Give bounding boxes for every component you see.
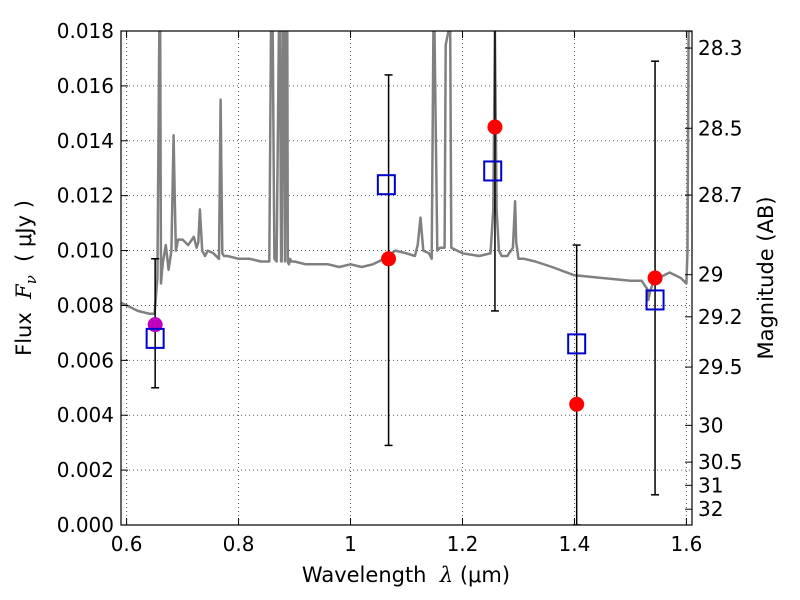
x-axis-title-symbol: λ xyxy=(439,563,453,587)
observed-flux-point xyxy=(147,317,163,333)
spectrum-line xyxy=(121,31,692,315)
mag-tick-label: 30.5 xyxy=(698,450,743,474)
mag-tick-label: 28.3 xyxy=(698,36,743,60)
x-tick-label: 1 xyxy=(344,532,357,556)
mag-tick-label: 28.7 xyxy=(698,183,743,207)
mag-tick-label: 32 xyxy=(698,497,723,521)
y-axis-title-symbol: F xyxy=(12,283,36,300)
y-tick-label: 0.014 xyxy=(57,129,114,153)
y-tick-label: 0.008 xyxy=(57,293,114,317)
observed-flux-point xyxy=(647,270,663,286)
plot-frame xyxy=(120,30,693,526)
mag-tick-label: 29 xyxy=(698,263,723,287)
mag-tick-label: 30 xyxy=(698,413,723,437)
observed-flux-point xyxy=(487,119,503,135)
y-tick-label: 0.018 xyxy=(57,19,114,43)
marker-layer xyxy=(145,119,665,412)
y-tick-label: 0.006 xyxy=(57,348,114,372)
model-flux-square xyxy=(376,174,396,196)
y2-axis-title: Magnitude (AB) xyxy=(754,196,778,359)
model-flux-square xyxy=(567,333,587,355)
y-axis-title-subscript: ν xyxy=(22,275,40,284)
observed-flux-point xyxy=(569,396,585,412)
model-flux-square xyxy=(645,289,665,311)
y-axis-title: Flux Fν ( μJy ) xyxy=(12,200,40,356)
x-axis-title-prefix: Wavelength xyxy=(302,563,440,587)
model-flux-square xyxy=(145,327,165,349)
x-axis-title: Wavelength λ (μm) xyxy=(302,563,510,587)
mag-tick-label: 31 xyxy=(698,473,723,497)
y-tick-label: 0.002 xyxy=(57,458,114,482)
spectrum-layer xyxy=(121,31,692,315)
mag-tick-label: 29.2 xyxy=(698,305,743,329)
x-tick-label: 1.4 xyxy=(559,532,591,556)
y-tick-label: 0.012 xyxy=(57,184,114,208)
ticks: 0.6 0.8 1 1.2 1.4 1.6 0.000 0.002 0.004 0.006 0.00… xyxy=(57,19,743,556)
x-axis-title-suffix: (μm) xyxy=(453,563,510,587)
y-axis-title-prefix: Flux xyxy=(12,299,36,356)
x-tick-label: 1.2 xyxy=(447,532,479,556)
mag-tick-label: 29.5 xyxy=(698,355,743,379)
x-tick-label: 1.6 xyxy=(670,532,702,556)
model-flux-square xyxy=(483,160,503,182)
y-tick-label: 0.004 xyxy=(57,403,114,427)
x-tick-label: 0.8 xyxy=(223,532,255,556)
mag-tick-label: 28.5 xyxy=(698,116,743,140)
x-tick-label: 0.6 xyxy=(111,532,143,556)
y-tick-label: 0.010 xyxy=(57,239,114,263)
y-axis-title-suffix: ( μJy ) xyxy=(12,200,36,275)
y-tick-label: 0.000 xyxy=(57,513,114,537)
y-tick-label: 0.016 xyxy=(57,74,114,98)
observed-flux-point xyxy=(381,251,397,267)
